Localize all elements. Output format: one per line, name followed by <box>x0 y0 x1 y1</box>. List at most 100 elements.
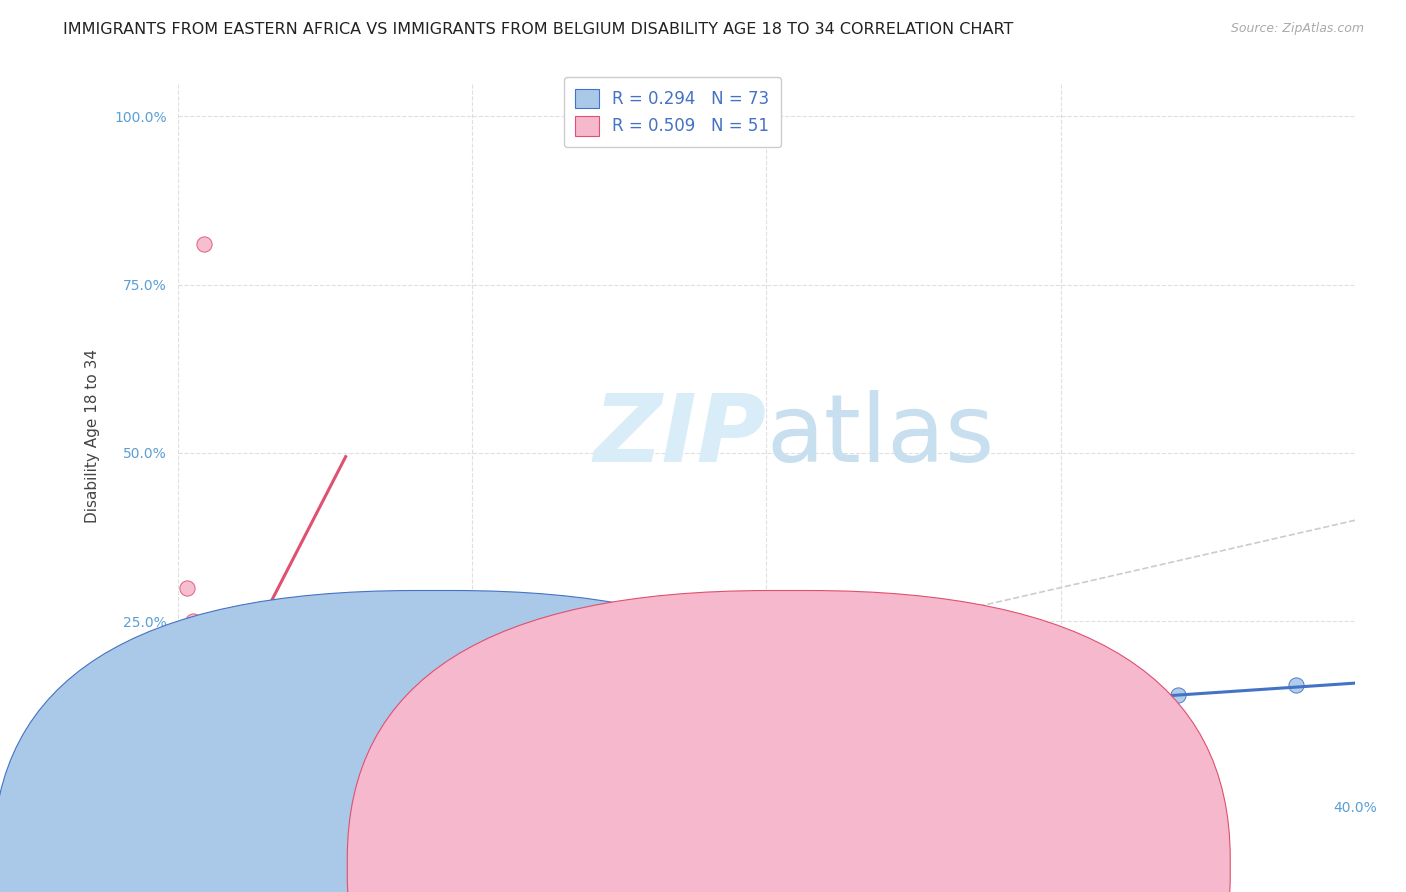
Point <box>270 731 292 746</box>
Point <box>208 746 231 760</box>
Point <box>184 748 207 763</box>
Point <box>225 725 247 739</box>
Point <box>211 752 233 766</box>
Point <box>284 746 307 760</box>
Legend: R = 0.294   N = 73, R = 0.509   N = 51: R = 0.294 N = 73, R = 0.509 N = 51 <box>564 77 780 147</box>
Point <box>187 729 209 743</box>
Point <box>314 735 336 749</box>
Point <box>416 739 439 753</box>
Point <box>205 729 228 743</box>
Point <box>373 722 395 736</box>
Point <box>176 748 198 763</box>
Point <box>200 746 222 760</box>
Point <box>190 759 212 773</box>
Point <box>190 746 212 760</box>
Point <box>299 731 322 746</box>
Point <box>184 765 207 780</box>
Point <box>179 752 201 766</box>
Point <box>195 746 218 760</box>
Point <box>176 746 198 760</box>
Point <box>181 731 204 746</box>
Point <box>193 748 215 763</box>
Point <box>205 756 228 770</box>
Point <box>187 742 209 756</box>
Point <box>637 715 659 730</box>
Point <box>225 742 247 756</box>
Point <box>181 748 204 763</box>
Point <box>200 759 222 773</box>
Point <box>173 731 195 746</box>
Point <box>176 581 198 595</box>
Point <box>187 762 209 776</box>
Point <box>202 735 225 749</box>
Text: ZIP: ZIP <box>593 390 766 483</box>
Point <box>176 735 198 749</box>
Point <box>181 614 204 628</box>
Point <box>343 725 366 739</box>
Text: atlas: atlas <box>766 390 994 483</box>
Point <box>254 739 277 753</box>
Point <box>232 746 254 760</box>
Point <box>270 746 292 760</box>
Point <box>299 729 322 743</box>
Point <box>181 756 204 770</box>
Point <box>173 769 195 783</box>
Point <box>359 729 381 743</box>
Point <box>176 725 198 739</box>
Point <box>219 739 242 753</box>
Point <box>1049 701 1071 715</box>
Point <box>214 742 236 756</box>
Point <box>314 735 336 749</box>
Point <box>181 769 204 783</box>
Point <box>1285 678 1308 692</box>
Point <box>217 748 239 763</box>
Point <box>179 748 201 763</box>
Point <box>190 735 212 749</box>
Point <box>284 739 307 753</box>
Point <box>187 742 209 756</box>
Point <box>202 762 225 776</box>
Point <box>249 729 271 743</box>
Point <box>170 739 193 753</box>
Point <box>187 752 209 766</box>
Point <box>402 731 425 746</box>
Point <box>262 742 284 756</box>
Y-axis label: Disability Age 18 to 34: Disability Age 18 to 34 <box>86 349 100 523</box>
Point <box>173 752 195 766</box>
Text: Source: ZipAtlas.com: Source: ZipAtlas.com <box>1230 22 1364 36</box>
Point <box>187 648 209 662</box>
Point <box>254 735 277 749</box>
Point <box>249 729 271 743</box>
Point <box>200 742 222 756</box>
Point <box>184 739 207 753</box>
Point <box>755 718 778 732</box>
Point <box>193 735 215 749</box>
Point <box>214 762 236 776</box>
Point <box>211 731 233 746</box>
Point <box>184 746 207 760</box>
Point <box>170 762 193 776</box>
Point <box>262 756 284 770</box>
Point <box>195 742 218 756</box>
Point <box>187 775 209 789</box>
Point <box>193 237 215 252</box>
Point <box>176 756 198 770</box>
Point <box>1167 688 1189 702</box>
Point <box>184 756 207 770</box>
Point <box>173 746 195 760</box>
Point <box>181 742 204 756</box>
Point <box>193 762 215 776</box>
Point <box>240 735 263 749</box>
Point <box>179 729 201 743</box>
Text: IMMIGRANTS FROM EASTERN AFRICA VS IMMIGRANTS FROM BELGIUM DISABILITY AGE 18 TO 3: IMMIGRANTS FROM EASTERN AFRICA VS IMMIGR… <box>63 22 1014 37</box>
Point <box>179 739 201 753</box>
Point <box>195 731 218 746</box>
Point <box>579 718 602 732</box>
Point <box>179 742 201 756</box>
Point <box>232 752 254 766</box>
Point <box>173 742 195 756</box>
Point <box>176 756 198 770</box>
Point <box>184 735 207 749</box>
Point <box>184 729 207 743</box>
Point <box>329 731 352 746</box>
